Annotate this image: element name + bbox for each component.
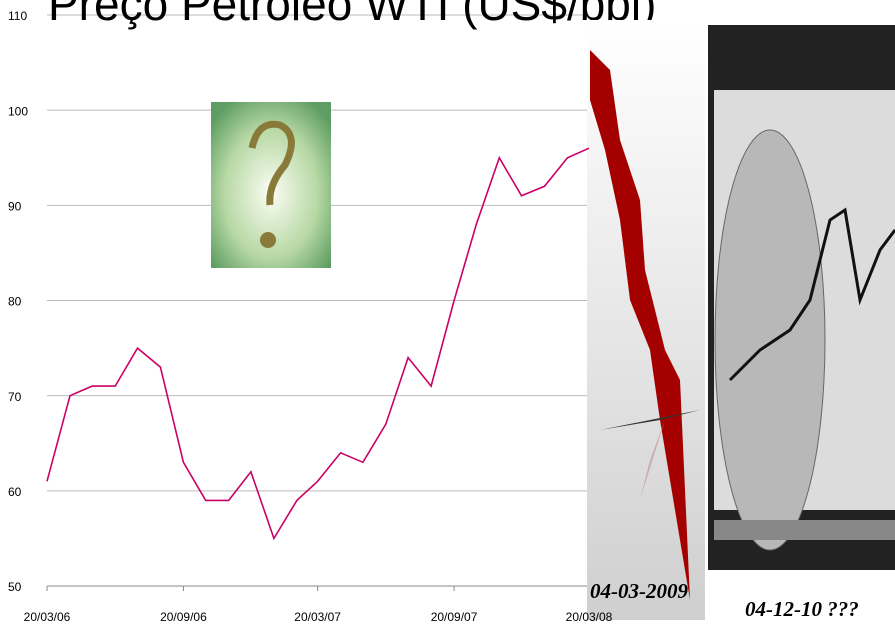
y-tick-label: 60 bbox=[8, 485, 22, 499]
y-tick-label: 70 bbox=[8, 390, 22, 404]
annotation: 04-03-2009 bbox=[590, 579, 688, 603]
y-tick-label: 90 bbox=[8, 200, 22, 214]
y-tick-label: 80 bbox=[8, 295, 22, 309]
chart-title: Preço Petróleo WTI (US$/bbl) bbox=[48, 0, 656, 30]
arrow-image bbox=[587, 20, 705, 620]
x-tick-label: 20/09/07 bbox=[431, 610, 478, 624]
y-tick-label: 100 bbox=[8, 104, 28, 118]
annotation: 04-12-10 ??? bbox=[745, 597, 859, 621]
record-chart-image bbox=[708, 25, 895, 570]
x-tick-label: 20/03/07 bbox=[294, 610, 341, 624]
grid bbox=[47, 15, 589, 591]
x-tick-label: 20/03/08 bbox=[566, 610, 613, 624]
question-image bbox=[211, 102, 331, 268]
y-tick-label: 50 bbox=[8, 580, 22, 594]
x-tick-label: 20/03/06 bbox=[24, 610, 71, 624]
y-tick-label: 110 bbox=[8, 9, 27, 23]
x-tick-label: 20/09/06 bbox=[160, 610, 207, 624]
slide: Preço Petróleo WTI (US$/bbl) 04-03-2009 … bbox=[0, 0, 895, 632]
